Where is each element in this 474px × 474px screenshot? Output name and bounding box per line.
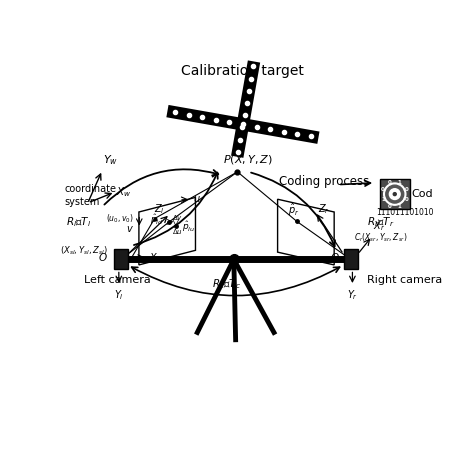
Text: $C_r(X_{sr},Y_{sr},Z_{sr})$: $C_r(X_{sr},Y_{sr},Z_{sr})$ xyxy=(354,231,408,244)
Text: $(u_0,v_0)$: $(u_0,v_0)$ xyxy=(106,212,133,225)
Text: $O$: $O$ xyxy=(99,251,108,263)
Text: $O$: $O$ xyxy=(329,251,339,263)
Text: $R_r$、$T_r$: $R_r$、$T_r$ xyxy=(367,215,394,228)
Text: $X_l$: $X_l$ xyxy=(149,251,160,264)
Text: $\hat{p}_{ld}$: $\hat{p}_{ld}$ xyxy=(150,213,164,228)
Text: 0: 0 xyxy=(405,187,409,191)
Text: 0: 0 xyxy=(405,197,409,201)
Text: Right camera: Right camera xyxy=(367,275,442,285)
Text: 111011101010: 111011101010 xyxy=(376,208,434,217)
Text: $R_c$、$T_c$: $R_c$、$T_c$ xyxy=(212,278,241,292)
Text: $X_r$: $X_r$ xyxy=(373,219,385,233)
Text: $\hat{p}_r$: $\hat{p}_r$ xyxy=(288,202,299,218)
Text: $Z_r$: $Z_r$ xyxy=(318,202,330,216)
Circle shape xyxy=(393,192,396,196)
Text: 1: 1 xyxy=(398,203,401,209)
Text: coordinate
system: coordinate system xyxy=(64,184,116,207)
Text: Cod: Cod xyxy=(411,189,433,199)
Text: Calibration target: Calibration target xyxy=(182,64,304,79)
Text: $\Delta u$: $\Delta u$ xyxy=(172,227,183,236)
Text: $X_w$: $X_w$ xyxy=(116,185,132,199)
Bar xyxy=(114,249,128,270)
Circle shape xyxy=(389,189,400,200)
Text: 0: 0 xyxy=(388,203,392,209)
Text: $\Delta v$: $\Delta v$ xyxy=(172,213,183,222)
Text: $P(X,Y,Z)$: $P(X,Y,Z)$ xyxy=(223,154,273,166)
Text: 1: 1 xyxy=(381,197,385,201)
Text: 1: 1 xyxy=(398,180,401,185)
Text: $(X_{sl},Y_{sl},Z_{sl})$: $(X_{sl},Y_{sl},Z_{sl})$ xyxy=(61,244,108,256)
Text: 0: 0 xyxy=(388,180,392,185)
Text: $u$: $u$ xyxy=(192,194,201,204)
Circle shape xyxy=(386,185,404,203)
Text: $R_l$、$T_l$: $R_l$、$T_l$ xyxy=(66,215,91,228)
Bar xyxy=(380,179,410,209)
Text: $Y_w$: $Y_w$ xyxy=(103,153,118,167)
Text: $Y_r$: $Y_r$ xyxy=(347,289,358,302)
Text: 0: 0 xyxy=(381,187,385,191)
Bar xyxy=(344,249,357,270)
Text: $Y_l$: $Y_l$ xyxy=(114,289,124,302)
Text: Coding process: Coding process xyxy=(279,174,370,188)
Text: Left camera: Left camera xyxy=(84,275,151,285)
Text: $Z_l$: $Z_l$ xyxy=(154,202,164,216)
Circle shape xyxy=(383,183,406,205)
Text: $v$: $v$ xyxy=(126,224,133,234)
Text: $\hat{p}_{lu}$: $\hat{p}_{lu}$ xyxy=(182,219,195,234)
